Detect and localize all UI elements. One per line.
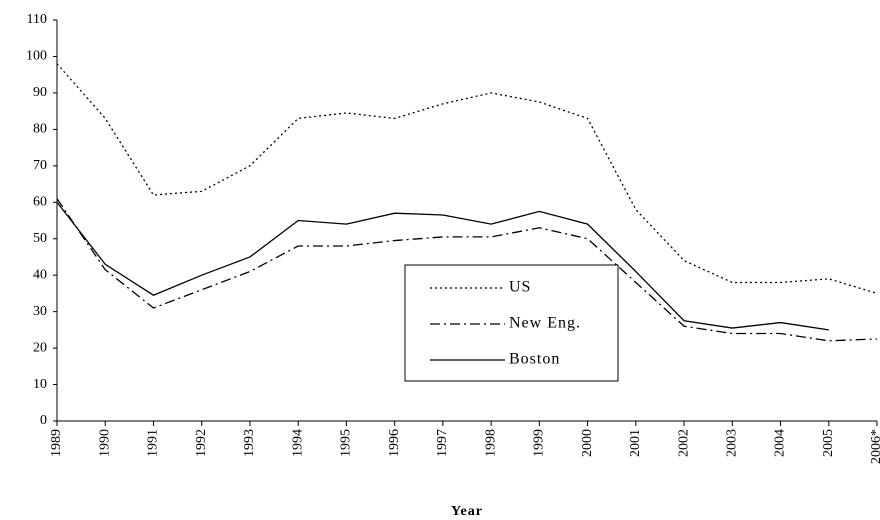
line-series [56, 63, 878, 295]
y-tick-label: 0 [40, 413, 47, 428]
line-series [56, 201, 829, 331]
y-tick-label: 80 [33, 122, 47, 137]
x-tick-label: 1989 [49, 429, 64, 457]
line-series [56, 198, 878, 342]
legend: US New Eng. Boston [404, 264, 619, 382]
x-tick-label: 2006* [869, 429, 880, 464]
legend-label: New Eng. [509, 315, 581, 332]
y-tick-label: 70 [33, 158, 47, 173]
legend-box [404, 264, 619, 382]
y-tick-label: 50 [33, 231, 47, 246]
x-tick-label: 1997 [435, 429, 450, 457]
y-tick-label: 30 [33, 304, 47, 319]
x-tick-label: 2003 [725, 429, 740, 457]
x-tick-label: 2004 [773, 429, 788, 457]
x-tick-label: 1990 [97, 429, 112, 457]
x-tick-label: 1995 [339, 429, 354, 457]
y-tick-label: 10 [33, 377, 47, 392]
x-tick-label: 1991 [146, 429, 161, 457]
legend-label: US [509, 279, 531, 296]
x-tick-label: 2002 [676, 429, 691, 457]
x-tick-label: 1998 [483, 429, 498, 457]
x-tick-label: 1993 [242, 429, 257, 457]
x-tick-label: 1999 [532, 429, 547, 457]
x-tick-label: 1992 [194, 429, 209, 457]
x-tick-label: 2001 [628, 429, 643, 457]
x-tick-label: 2005 [821, 429, 836, 457]
x-tick-label: 1996 [387, 429, 402, 457]
y-tick-label: 110 [27, 12, 47, 27]
y-tick-label: 90 [33, 85, 47, 100]
y-tick-label: 100 [26, 49, 47, 64]
legend-label: Boston [509, 351, 560, 368]
y-tick-label: 40 [33, 267, 47, 282]
y-tick-label: 60 [33, 194, 47, 209]
x-tick-label: 1994 [290, 429, 305, 457]
x-tick-label: 2000 [580, 429, 595, 457]
y-tick-label: 20 [33, 340, 47, 355]
x-axis-label: Year [451, 504, 483, 519]
